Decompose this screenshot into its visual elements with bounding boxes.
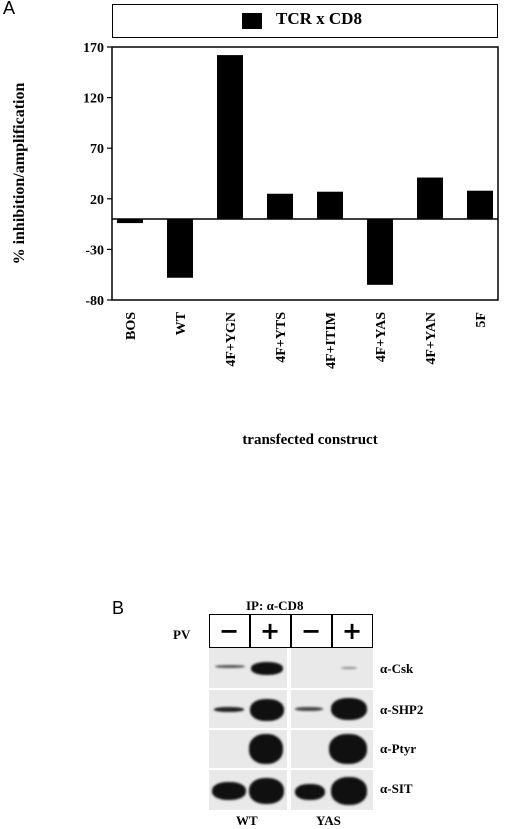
y-tick-label: 20 [90, 193, 104, 208]
bar [217, 55, 243, 220]
lane-sign-4: + [341, 617, 363, 645]
blot-shp2-yas [291, 690, 373, 728]
bar [267, 193, 293, 220]
lane-sign-2: + [259, 617, 281, 645]
bar [417, 177, 443, 220]
bar [367, 219, 393, 285]
blot-shp2-wt [209, 690, 287, 728]
blot-sit-wt [209, 770, 287, 810]
bar-chart: 170 120 70 20 -30 -80 BOS WT 4F+YGN 4F+YTS 4F+ITIM… [11, 41, 499, 448]
y-axis-label: % inhibition/amplification [11, 82, 28, 264]
band-csk-wt-plus [251, 662, 283, 675]
blot-sit-yas [291, 770, 373, 810]
row-label-shp2: α-SHP2 [380, 702, 424, 717]
row-label-ptyr: α-Ptyr [380, 741, 417, 756]
legend-label: TCR x CD8 [276, 9, 362, 28]
band-shp2-yas-plus [331, 698, 367, 720]
band-shp2-wt-minus [214, 707, 244, 712]
ip-label: IP: α-CD8 [246, 598, 304, 613]
band-sit-wt-minus [212, 782, 246, 800]
band-sit-wt-plus [249, 778, 284, 804]
legend-box [112, 4, 498, 38]
lane-sign-3: − [300, 617, 322, 645]
x-tick-label: 4F+ITIM [324, 312, 339, 369]
y-tick-label: 70 [90, 142, 104, 157]
x-tick-label: BOS [124, 312, 139, 340]
panel-b-letter: B [112, 598, 125, 618]
lane-divider-1 [249, 614, 251, 648]
bar [167, 219, 193, 278]
band-sit-yas-plus [331, 777, 367, 805]
x-tick-label: 4F+YAS [374, 312, 389, 362]
band-sit-yas-minus [295, 784, 325, 800]
y-tick-label: -30 [85, 243, 104, 258]
lane-divider-2 [290, 614, 292, 648]
band-shp2-wt-plus [250, 699, 284, 721]
x-tick-label: 5F [474, 312, 489, 328]
y-tick-label: -80 [85, 294, 104, 309]
band-ptyr-yas-plus [329, 734, 367, 764]
x-tick-label: 4F+YAN [424, 312, 439, 365]
band-csk-wt-minus [215, 665, 245, 668]
band-shp2-yas-minus [295, 707, 323, 711]
group-label-yas: YAS [316, 813, 341, 828]
group-label-wt: WT [236, 813, 258, 828]
band-ptyr-wt-plus [249, 734, 283, 764]
lane-divider-3 [331, 614, 333, 648]
row-label-sit: α-SIT [380, 781, 413, 796]
x-tick-label: WT [174, 311, 189, 335]
bar [467, 190, 493, 220]
blot-csk-wt [209, 648, 287, 688]
bar [117, 219, 143, 224]
plot-frame [111, 46, 499, 301]
western-blot [209, 648, 373, 810]
legend-swatch [242, 13, 262, 29]
blot-ptyr-wt [209, 730, 287, 768]
x-axis-label: transfected construct [242, 432, 377, 448]
pv-label: PV [173, 627, 191, 642]
y-tick-label: 170 [83, 41, 104, 56]
row-label-csk: α-Csk [380, 661, 414, 676]
x-tick-label: 4F+YTS [274, 312, 289, 363]
bar [317, 191, 343, 220]
lane-sign-1: − [218, 617, 240, 645]
panel-a-letter: A [3, 0, 16, 18]
y-tick-label: 120 [83, 92, 104, 107]
x-tick-label: 4F+YGN [224, 312, 239, 367]
blot-csk-yas [291, 648, 373, 688]
blot-ptyr-yas [291, 730, 373, 768]
band-csk-yas-plus [341, 667, 357, 669]
